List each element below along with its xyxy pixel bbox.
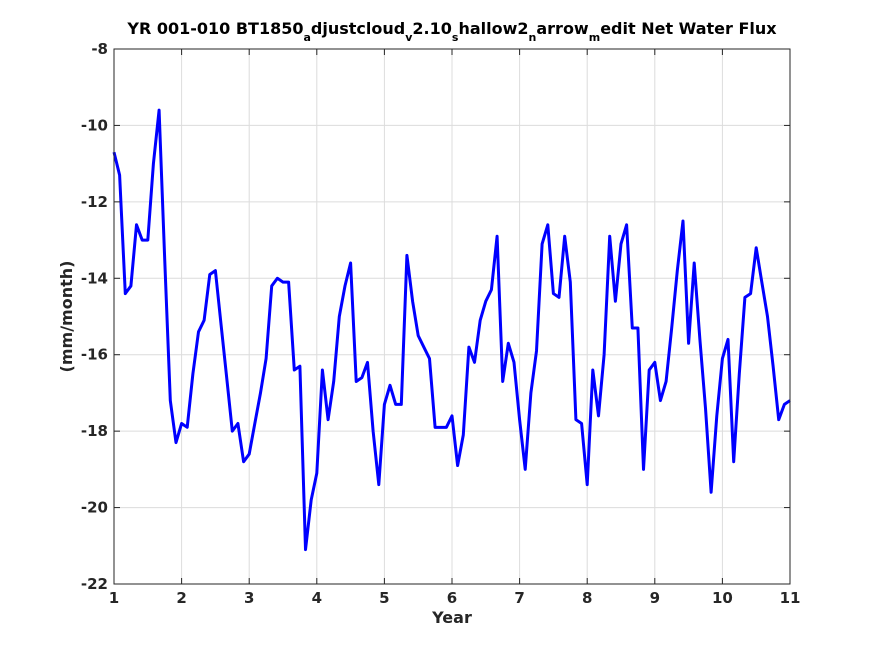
y-tick-label: -8: [91, 40, 108, 58]
x-tick-label: 3: [244, 589, 254, 607]
x-tick-label: 5: [379, 589, 389, 607]
x-tick-label: 6: [447, 589, 457, 607]
x-tick-label: 8: [582, 589, 592, 607]
y-tick-label: -22: [81, 575, 108, 593]
title-subscript: a: [303, 31, 310, 44]
series-layer: [112, 108, 791, 552]
title-segment: hallow2: [458, 19, 528, 38]
title-subscript: s: [452, 31, 459, 44]
title-subscript: m: [589, 31, 600, 44]
title-segment: YR 001-010 BT1850: [126, 19, 303, 38]
title-subscript: v: [405, 31, 413, 44]
y-tick-label: -20: [81, 499, 108, 517]
y-tick-label: -14: [81, 269, 108, 287]
title-segment: 2.10: [412, 19, 451, 38]
x-tick-label: 7: [514, 589, 524, 607]
x-tick-label: 2: [176, 589, 186, 607]
x-tick-label: 4: [312, 589, 322, 607]
y-tick-labels: -22 -20 -18 -16 -14 -12 -10 -8: [81, 40, 108, 593]
title-subscript: n: [529, 31, 537, 44]
y-tick-label: -10: [81, 116, 108, 134]
x-tick-label: 9: [650, 589, 660, 607]
y-tick-label: -12: [81, 193, 108, 211]
chart-title: YR 001-010 BT1850adjustcloudv2.10shallow…: [126, 19, 777, 44]
x-tick-label: 10: [712, 589, 733, 607]
title-segment: edit Net Water Flux: [600, 19, 777, 38]
series-line: [112, 108, 791, 552]
title-segment: djustcloud: [311, 19, 405, 38]
title-segment: arrow: [536, 19, 589, 38]
y-axis-title: (mm/month): [57, 261, 76, 373]
y-tick-label: -16: [81, 346, 108, 364]
x-axis-title: Year: [431, 608, 472, 627]
x-tick-labels: 1 2 3 4 5 6 7 8 9 10 11: [109, 589, 801, 607]
x-tick-label: 1: [109, 589, 119, 607]
x-tick-label: 11: [780, 589, 801, 607]
y-tick-label: -18: [81, 422, 108, 440]
ticks: [113, 48, 791, 585]
